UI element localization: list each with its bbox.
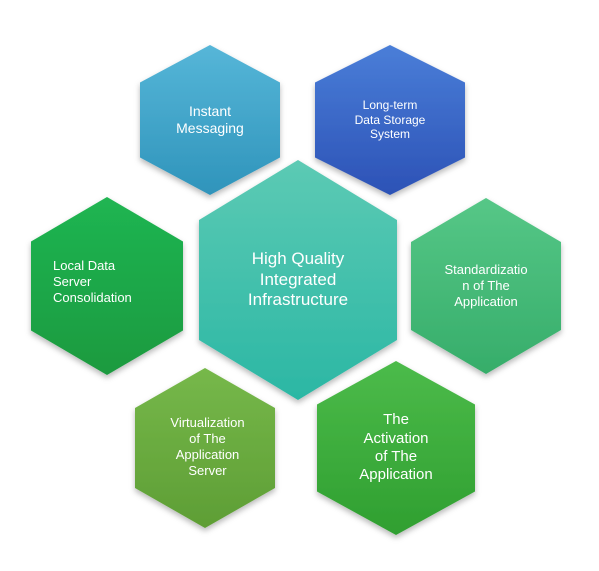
hexagon-standardization — [411, 198, 561, 374]
hexagon-long-term-storage — [315, 45, 465, 195]
hex-label-virtualization: Virtualization of The Application Server — [170, 415, 245, 478]
center-hexagon-label: High Quality Integrated Infrastructure — [247, 248, 349, 310]
hexagon-instant-messaging — [140, 45, 280, 195]
hex-label-local-consolidation: Local Data Server Consolidation — [53, 258, 132, 305]
hexagon-activation — [317, 361, 475, 535]
hex-label-long-term-storage: Long-term Data Storage System — [354, 98, 426, 142]
hexagon-local-consolidation — [31, 197, 183, 375]
hex-label-instant-messaging: Instant Messaging — [176, 102, 244, 136]
hex-label-standardization: Standardizatio n of The Application — [444, 262, 528, 309]
center-hexagon — [199, 160, 397, 400]
hex-label-activation: The Activation of The Application — [359, 411, 433, 484]
hexagon-virtualization — [135, 368, 275, 528]
